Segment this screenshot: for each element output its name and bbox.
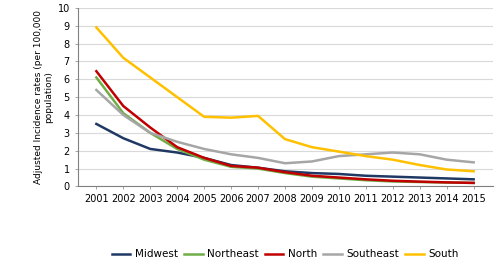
South (363, 155, 369, 158)
South (470, 170, 476, 173)
Line: North: North (96, 71, 474, 183)
Southeast (120, 113, 126, 117)
Midwest (228, 163, 234, 167)
North (255, 166, 261, 169)
Northeast (201, 158, 207, 161)
Line: South: South (96, 27, 474, 171)
Legend: Midwest, Northeast, North, Southeast, South: Midwest, Northeast, North, Southeast, So… (108, 245, 463, 259)
Midwest (309, 171, 315, 175)
Northeast (416, 181, 422, 184)
Southeast (363, 153, 369, 156)
Line: Northeast: Northeast (96, 77, 474, 183)
North (174, 146, 180, 149)
Southeast (470, 161, 476, 164)
North (201, 156, 207, 160)
Southeast (390, 151, 396, 154)
Midwest (390, 175, 396, 178)
Line: Southeast: Southeast (96, 90, 474, 163)
Southeast (255, 156, 261, 160)
Midwest (444, 177, 450, 180)
South (416, 163, 422, 167)
Line: Midwest: Midwest (96, 124, 474, 179)
Northeast (174, 147, 180, 150)
Southeast (94, 88, 100, 91)
South (444, 168, 450, 171)
North (363, 178, 369, 181)
North (416, 180, 422, 183)
Southeast (282, 162, 288, 165)
North (470, 181, 476, 184)
Midwest (282, 170, 288, 173)
Midwest (94, 123, 100, 126)
Northeast (390, 180, 396, 183)
South (148, 76, 154, 79)
South (228, 116, 234, 119)
Midwest (120, 137, 126, 140)
North (336, 176, 342, 179)
South (120, 56, 126, 59)
Northeast (255, 167, 261, 170)
Southeast (148, 131, 154, 134)
North (228, 164, 234, 168)
Northeast (363, 179, 369, 182)
Southeast (309, 160, 315, 163)
South (390, 158, 396, 161)
Northeast (282, 171, 288, 175)
Northeast (94, 76, 100, 79)
South (309, 146, 315, 149)
Midwest (363, 174, 369, 177)
North (282, 171, 288, 174)
Southeast (416, 153, 422, 156)
Midwest (255, 166, 261, 169)
Northeast (336, 177, 342, 180)
South (336, 150, 342, 153)
South (174, 96, 180, 99)
South (255, 114, 261, 117)
Midwest (148, 147, 154, 150)
Southeast (174, 140, 180, 143)
Southeast (201, 147, 207, 150)
South (282, 138, 288, 141)
Southeast (444, 158, 450, 161)
Midwest (416, 176, 422, 179)
South (94, 26, 100, 29)
North (148, 126, 154, 129)
Southeast (228, 153, 234, 156)
Northeast (120, 112, 126, 115)
North (309, 174, 315, 177)
Midwest (470, 178, 476, 181)
Northeast (148, 131, 154, 134)
Northeast (444, 181, 450, 184)
Northeast (470, 181, 476, 184)
North (390, 179, 396, 182)
South (201, 115, 207, 118)
Y-axis label: Adjusted Incidence rates (per 100,000
population): Adjusted Incidence rates (per 100,000 po… (34, 10, 54, 184)
Northeast (309, 175, 315, 178)
Northeast (228, 165, 234, 168)
Midwest (201, 156, 207, 160)
Midwest (174, 151, 180, 154)
Midwest (336, 172, 342, 176)
North (94, 70, 100, 73)
North (444, 181, 450, 184)
North (120, 104, 126, 108)
Southeast (336, 155, 342, 158)
